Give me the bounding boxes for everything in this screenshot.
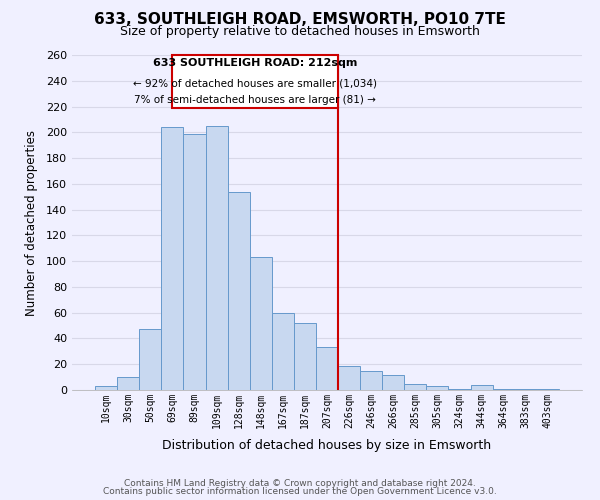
Bar [338, 366, 360, 390]
Bar [139, 330, 161, 390]
Bar [537, 388, 559, 390]
Bar [360, 370, 382, 390]
Bar [294, 323, 316, 390]
Text: Contains public sector information licensed under the Open Government Licence v3: Contains public sector information licen… [103, 487, 497, 496]
Text: Contains HM Land Registry data © Crown copyright and database right 2024.: Contains HM Land Registry data © Crown c… [124, 478, 476, 488]
Bar [427, 386, 448, 390]
Bar [493, 388, 515, 390]
Text: 7% of semi-detached houses are larger (81) →: 7% of semi-detached houses are larger (8… [134, 96, 376, 106]
Bar [184, 134, 206, 390]
Bar [250, 258, 272, 390]
Y-axis label: Number of detached properties: Number of detached properties [25, 130, 38, 316]
Text: 633, SOUTHLEIGH ROAD, EMSWORTH, PO10 7TE: 633, SOUTHLEIGH ROAD, EMSWORTH, PO10 7TE [94, 12, 506, 28]
Bar [161, 127, 184, 390]
Bar [95, 386, 117, 390]
Bar [227, 192, 250, 390]
FancyBboxPatch shape [172, 55, 338, 108]
Bar [382, 374, 404, 390]
Bar [272, 312, 294, 390]
Bar [316, 348, 338, 390]
Bar [470, 385, 493, 390]
X-axis label: Distribution of detached houses by size in Emsworth: Distribution of detached houses by size … [163, 439, 491, 452]
Bar [515, 388, 537, 390]
Text: 633 SOUTHLEIGH ROAD: 212sqm: 633 SOUTHLEIGH ROAD: 212sqm [153, 58, 358, 68]
Bar [448, 388, 470, 390]
Bar [404, 384, 427, 390]
Bar [117, 377, 139, 390]
Text: ← 92% of detached houses are smaller (1,034): ← 92% of detached houses are smaller (1,… [133, 78, 377, 88]
Bar [206, 126, 227, 390]
Text: Size of property relative to detached houses in Emsworth: Size of property relative to detached ho… [120, 25, 480, 38]
